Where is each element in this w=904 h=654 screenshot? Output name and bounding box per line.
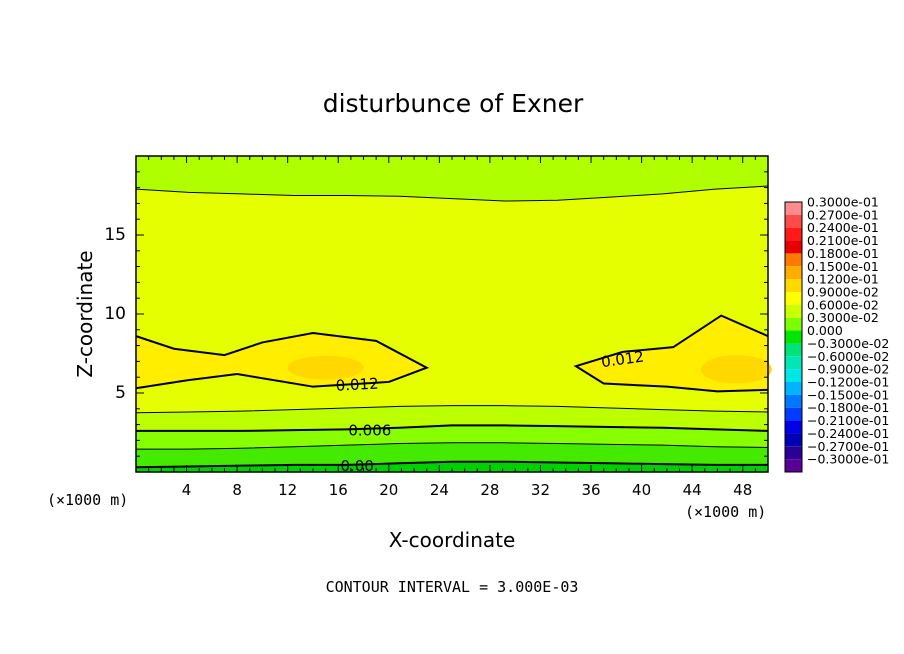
contour-line-0012-left (135, 331, 430, 390)
colorbar-label: −0.1200e-01 (807, 375, 889, 390)
colorbar-swatch (785, 292, 802, 305)
colorbar-label: 0.1200e-01 (807, 272, 879, 287)
band-0015 (701, 355, 772, 384)
colorbar-label: 0.3000e-01 (807, 195, 879, 210)
colorbar-label: 0.000 (807, 323, 843, 338)
contour-line (135, 460, 768, 469)
x-tick-label: 28 (480, 481, 499, 499)
y-tick-label: 10 (104, 304, 126, 324)
contour-line-0012-right (573, 314, 769, 393)
contour-labels: 0.012 0.012 0.006 0.00 (335, 347, 645, 475)
colorbar-frame (784, 201, 803, 473)
colorbar-swatch (785, 394, 802, 408)
colorbar-swatch (785, 459, 802, 472)
colorbar-swatch (785, 433, 802, 447)
colorbar-label: 0.2400e-01 (807, 220, 879, 235)
colorbar-label: −0.2400e-01 (807, 426, 889, 441)
colorbar-label: −0.3000e-02 (807, 336, 889, 351)
x-tick-label: 12 (278, 481, 297, 499)
colorbar-swatch (785, 227, 802, 241)
colorbar-label: −0.3000e-01 (807, 452, 889, 467)
x-unit-left: (×1000 m) (47, 491, 128, 509)
x-tick-label: 36 (581, 481, 600, 499)
x-tick-label: 20 (379, 481, 398, 499)
contour-line (135, 405, 769, 414)
colorbar-swatch (785, 407, 802, 421)
colorbar-swatch (785, 369, 802, 382)
colorbar-swatch (785, 330, 802, 344)
colorbar-swatch (785, 266, 802, 280)
y-tick-label: 5 (115, 383, 126, 403)
colorbar-label: −0.1800e-01 (807, 400, 889, 415)
x-tick-label: 32 (531, 481, 550, 499)
x-tick-label: 48 (733, 481, 752, 499)
contour-lines (135, 185, 769, 469)
contour-label: 0.012 (600, 347, 645, 371)
band-0015 (287, 355, 364, 380)
contour-line (136, 424, 769, 432)
colorbar-label: −0.9000e-02 (807, 362, 889, 377)
x-tick-label: 24 (430, 481, 449, 499)
colorbar-label: 0.9000e-02 (807, 285, 879, 300)
colorbar-label: −0.2100e-01 (807, 413, 889, 428)
colorbar-swatch (785, 202, 802, 215)
x-tick-label: 40 (632, 481, 651, 499)
band-top (136, 156, 768, 202)
colorbar-swatch (785, 253, 802, 267)
y-axis-title: Z-coordinate (73, 250, 97, 377)
colorbar-label: 0.3000e-02 (807, 310, 879, 325)
y-tick-label: 15 (104, 225, 126, 245)
colorbar-label: 0.2700e-01 (807, 207, 879, 222)
colorbar-swatch (785, 317, 802, 331)
colorbar-swatch (785, 446, 802, 460)
colorbar-label: 0.2100e-01 (807, 233, 879, 248)
contour-label: 0.006 (348, 421, 391, 439)
contour-label: 0.012 (335, 374, 379, 394)
colorbar-label: −0.6000e-02 (807, 349, 889, 364)
contour-line (136, 442, 769, 450)
chart-title: disturbunce of Exner (323, 89, 584, 118)
contour-interval-note: CONTOUR INTERVAL = 3.000E-03 (326, 578, 579, 596)
colorbar-swatch (785, 214, 802, 228)
colorbar-swatch (785, 382, 802, 395)
colorbar: 0.3000e-010.2700e-010.2400e-010.2100e-01… (784, 195, 889, 473)
contour-line (135, 185, 769, 202)
y-axis: 5 10 15 (104, 171, 768, 457)
x-axis-title: X-coordinate (389, 528, 516, 552)
x-unit-right: (×1000 m) (685, 503, 766, 521)
colorbar-swatch (785, 343, 802, 357)
x-tick-label: 8 (232, 481, 242, 499)
x-axis: 4 8 12 16 20 24 28 32 36 40 44 48 (148, 156, 756, 499)
colorbar-label: 0.1500e-01 (807, 259, 879, 274)
colorbar-label: −0.1500e-01 (807, 387, 889, 402)
colorbar-swatch (785, 420, 802, 434)
colorbar-label: 0.1800e-01 (807, 246, 879, 261)
x-tick-label: 16 (329, 481, 348, 499)
colorbar-label: 0.6000e-02 (807, 297, 879, 312)
colorbar-swatch (785, 356, 802, 370)
colorbar-label: −0.2700e-01 (807, 439, 889, 454)
colorbar-swatch (785, 240, 802, 254)
contour-label: 0.00 (340, 457, 373, 475)
x-tick-label: 4 (182, 481, 192, 499)
x-tick-label: 44 (683, 481, 702, 499)
colorbar-swatch (785, 279, 802, 292)
colorbar-swatch (785, 304, 802, 318)
